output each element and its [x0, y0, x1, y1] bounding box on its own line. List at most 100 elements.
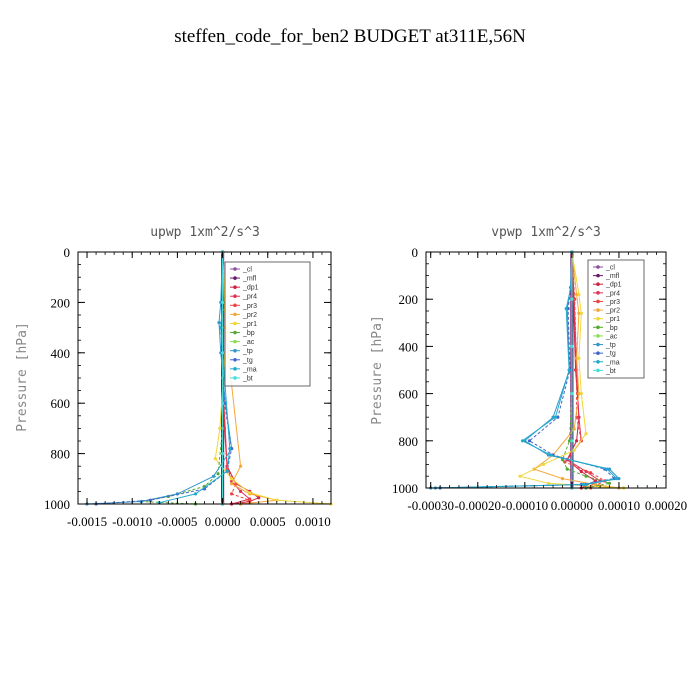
legend-label-dp1: _dp1 — [605, 282, 622, 289]
legend-marker-pr2 — [596, 308, 600, 312]
legend-label-pr3: _pr3 — [242, 303, 257, 310]
y-axis-label-vpwp: Pressure [hPa] — [370, 315, 385, 425]
series-point-dp1 — [579, 469, 583, 474]
legend-label-pr4: _pr4 — [605, 290, 620, 297]
series-point-tg — [527, 439, 532, 443]
series-point-ma — [582, 482, 586, 487]
series-point-bp — [607, 481, 612, 485]
legend-marker-mfl — [233, 276, 237, 280]
series-point-pr1 — [213, 457, 217, 461]
series-point-pr1 — [584, 432, 588, 436]
series-line-ma — [159, 252, 231, 504]
series-point-dp1 — [575, 439, 579, 443]
series-point-pr2 — [577, 311, 581, 315]
series-point-bp — [584, 474, 588, 478]
legend-label-pr1: _pr1 — [242, 321, 257, 328]
legend-label-ma: _ma — [605, 359, 620, 366]
series-point-pr1 — [577, 292, 581, 297]
series-point-pr4 — [584, 469, 588, 474]
series-point-pr1 — [577, 356, 581, 360]
legend-label-bt: _bt — [242, 375, 253, 382]
series-line-tp — [86, 251, 233, 505]
y-tick-label: 400 — [51, 346, 71, 361]
legend-label-pr4: _pr4 — [242, 294, 257, 301]
legend-marker-cl — [233, 267, 237, 271]
x-tick-label: 0.00010 — [598, 498, 640, 513]
series-point-bt — [570, 297, 574, 301]
legend-vpwp: _cl_mfl_dp1_pr4_pr3_pr2_pr1_bp_ac_tp_tg_… — [587, 259, 645, 379]
upwp-panel: upwp 1xm^2/s^3 Pressure [hPa] -0.0015 -0.… — [15, 225, 333, 529]
series-point-ma — [615, 477, 619, 481]
legend-marker-bt — [233, 376, 237, 380]
y-tick-label: 0 — [412, 245, 419, 260]
legend-label-ac: _ac — [242, 339, 255, 346]
series-point-bt — [570, 439, 574, 443]
legend-label-cl: _cl — [605, 265, 615, 272]
legend-marker-tg — [233, 357, 237, 362]
legend-label-bp: _bp — [605, 325, 618, 332]
panel-title-vpwp: vpwp 1xm^2/s^3 — [491, 225, 601, 240]
legend-marker-bp — [596, 325, 600, 330]
series-point-pr2 — [575, 356, 579, 360]
y-tick-label: 800 — [51, 447, 71, 462]
legend-marker-bp — [233, 330, 237, 335]
series-point-pr2 — [577, 392, 581, 396]
y-tick-label: 400 — [399, 339, 419, 354]
legend-marker-pr4 — [596, 291, 600, 295]
x-tick-label: -0.0010 — [112, 514, 152, 529]
y-tick-label: 1000 — [392, 481, 418, 496]
series-point-pr2 — [593, 482, 598, 487]
legend-label-dp1: _dp1 — [242, 285, 259, 292]
y-tick-label: 0 — [64, 245, 71, 260]
series-point-ma — [567, 368, 571, 372]
series-point-bp — [567, 439, 572, 443]
x-tick-label: -0.0005 — [157, 514, 197, 529]
x-tick-label: 0.00000 — [551, 498, 593, 513]
legend-marker-ma — [233, 367, 237, 371]
series-point-pr2 — [560, 477, 565, 481]
series-point-tp — [211, 474, 216, 478]
vpwp-panel: vpwp 1xm^2/s^3 Pressure [hPa] -0.00030 -0… — [370, 225, 687, 513]
series-point-bt — [570, 344, 574, 348]
x-tick-label: 0.0010 — [295, 514, 331, 529]
legend-marker-dp1 — [233, 285, 237, 289]
series-point-pr4 — [239, 489, 243, 493]
series-point-pr1 — [218, 426, 222, 430]
y-tick-label: 200 — [399, 292, 419, 307]
legend-label-cl: _cl — [242, 267, 252, 274]
legend-label-pr3: _pr3 — [605, 299, 620, 306]
legend-label-pr2: _pr2 — [242, 312, 257, 319]
series-line-bp — [561, 252, 610, 489]
y-tick-label: 200 — [51, 295, 71, 310]
series-point-pr2 — [230, 482, 234, 486]
legend-marker-cl — [596, 265, 600, 269]
ticks-vpwp: -0.00030 -0.00020 -0.00010 0.00000 0.00010 0.… — [392, 245, 687, 513]
series-point-pr2 — [572, 427, 576, 431]
y-tick-label: 1000 — [44, 497, 70, 512]
main-title: steffen_code_for_ben2 BUDGET at311E,56N — [174, 26, 526, 47]
legend-marker-bt — [596, 368, 600, 373]
series-point-pr4 — [577, 415, 581, 419]
series-point-ma — [520, 439, 525, 443]
legend-marker-tp — [596, 342, 600, 347]
x-tick-label: 0.00020 — [645, 498, 687, 513]
series-point-pr1 — [546, 481, 551, 485]
series-point-pr3 — [573, 297, 577, 301]
series-point-pr1 — [275, 498, 279, 502]
y-tick-label: 600 — [399, 387, 419, 402]
series-point-ma — [228, 447, 232, 451]
series-point-tg — [148, 498, 152, 502]
legend-marker-ma — [596, 359, 600, 364]
legend-label-bt: _bt — [605, 368, 616, 375]
legend-marker-pr1 — [596, 316, 600, 321]
legend-box — [224, 261, 311, 387]
series-point-pr3 — [230, 492, 234, 496]
series-point-ma — [549, 453, 553, 457]
legend-marker-dp1 — [596, 282, 600, 287]
series-point-pr1 — [542, 462, 546, 466]
ticks-upwp: -0.0015 -0.0010 -0.0005 0.0000 0.0005 0.0010 0… — [44, 245, 331, 529]
legend-marker-pr1 — [233, 321, 237, 326]
series-point-tg — [556, 415, 560, 419]
series-line-tg — [96, 252, 233, 505]
